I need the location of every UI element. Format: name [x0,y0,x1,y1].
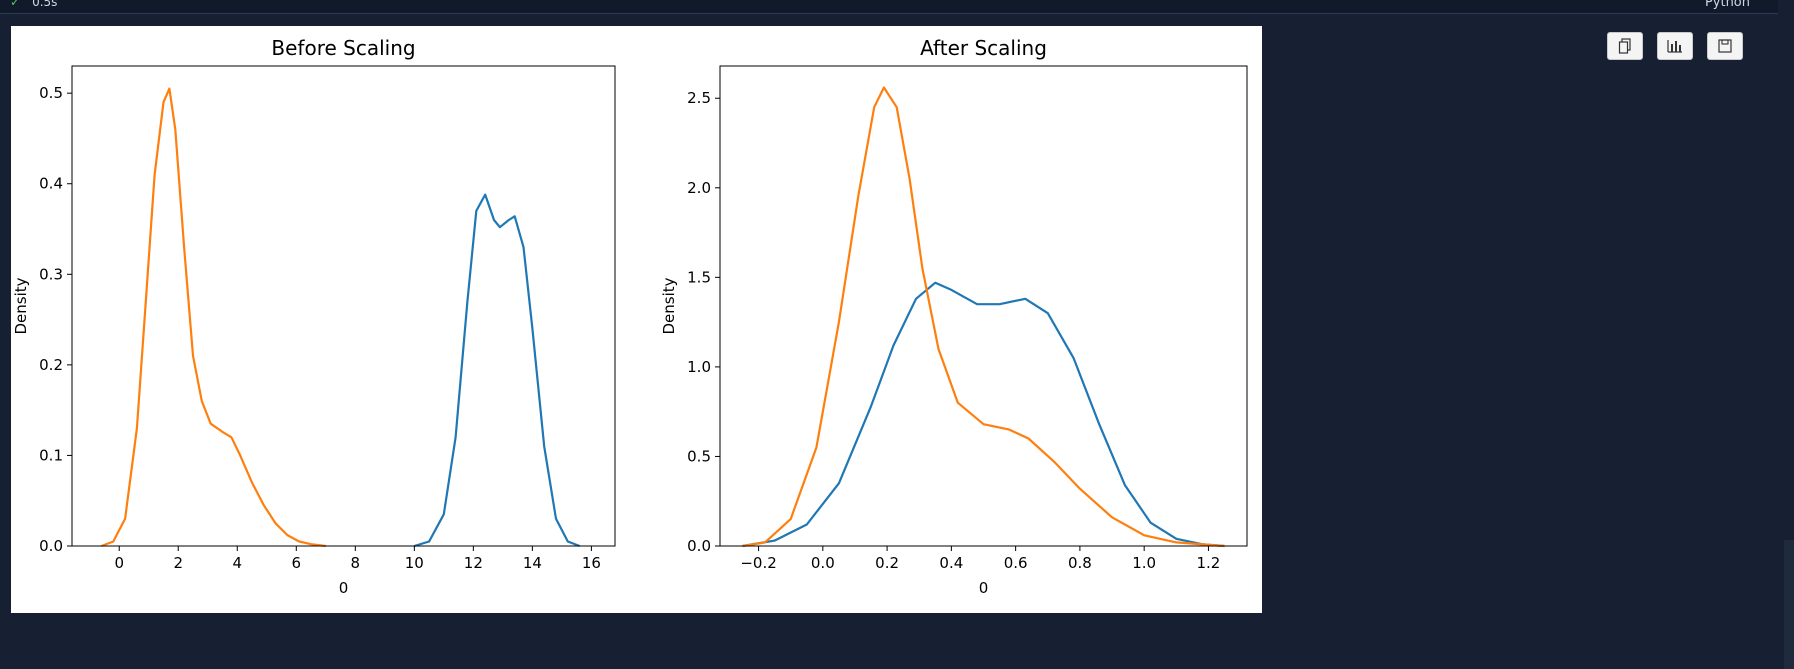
y-tick-label: 0.5 [39,84,63,102]
x-tick-label: 12 [464,554,483,572]
bar-chart-icon [1667,40,1682,53]
x-tick-label: 0.2 [875,554,899,572]
y-tick-label: 0.2 [39,356,63,374]
save-button[interactable] [1707,32,1743,60]
series-line-2-1 [742,281,1225,548]
y-tick-label: 0.4 [39,175,63,193]
x-tick-label: −0.2 [740,554,776,572]
y-tick-label: 0.0 [687,537,711,555]
y-tick-label: 2.5 [687,89,711,107]
y-tick-label: 0.1 [39,446,63,464]
axes-frame-1 [71,65,616,547]
y-tick-label: 2.0 [687,179,711,197]
chart-title-2: After Scaling [920,36,1047,60]
x-tick-label: 0.0 [811,554,835,572]
x-tick-label: 16 [582,554,601,572]
language-label: Python [1704,0,1750,10]
x-tick-label: 0 [114,554,124,572]
x-tick-label: 10 [405,554,424,572]
x-tick-label: 1.0 [1132,554,1156,572]
y-tick-label: 0.5 [687,447,711,465]
x-tick-label: 4 [232,554,242,572]
chart-button[interactable] [1657,32,1693,60]
execution-time: 0.5s [32,0,58,9]
copy-icon [1618,38,1631,54]
x-tick-label: 6 [292,554,302,572]
plot-figure: 0 2 4 6 8 10 12 14 16 0.0 0.1 0.2 0.3 0.4 0.5 Before Sc… [11,26,1262,613]
x-axis-label-2: 0 [979,579,989,597]
y-tick-label: 0.0 [39,537,63,555]
series-line-1-1 [413,193,580,548]
series-line-1-2 [101,87,326,548]
scrollbar[interactable] [1784,540,1794,669]
x-tick-label: 14 [523,554,542,572]
copy-button[interactable] [1607,32,1643,60]
x-tick-label: 0.4 [939,554,963,572]
y-axis-label-1: Density [12,277,30,334]
check-icon: ✓ [10,0,21,9]
x-tick-label: 1.2 [1197,554,1221,572]
plot-canvas: 0 2 4 6 8 10 12 14 16 0.0 0.1 0.2 0.3 0.4 0.5 Before Sc… [12,36,1248,597]
cell-status: ✓ 0.5s [10,0,57,9]
chart-title-1: Before Scaling [271,36,415,60]
save-icon [1718,39,1732,53]
x-tick-label: 0.8 [1068,554,1092,572]
y-tick-label: 1.5 [687,268,711,286]
axes-frame-2 [719,65,1248,547]
series-line-2-2 [742,86,1225,548]
y-tick-label: 1.0 [687,358,711,376]
y-axis-label-2: Density [660,277,678,334]
x-axis-label-1: 0 [339,579,349,597]
cell-status-bar: ✓ 0.5s Python [0,0,1778,14]
x-tick-label: 0.6 [1004,554,1028,572]
x-tick-label: 8 [351,554,361,572]
y-tick-label: 0.3 [39,265,63,283]
x-tick-label: 2 [173,554,183,572]
